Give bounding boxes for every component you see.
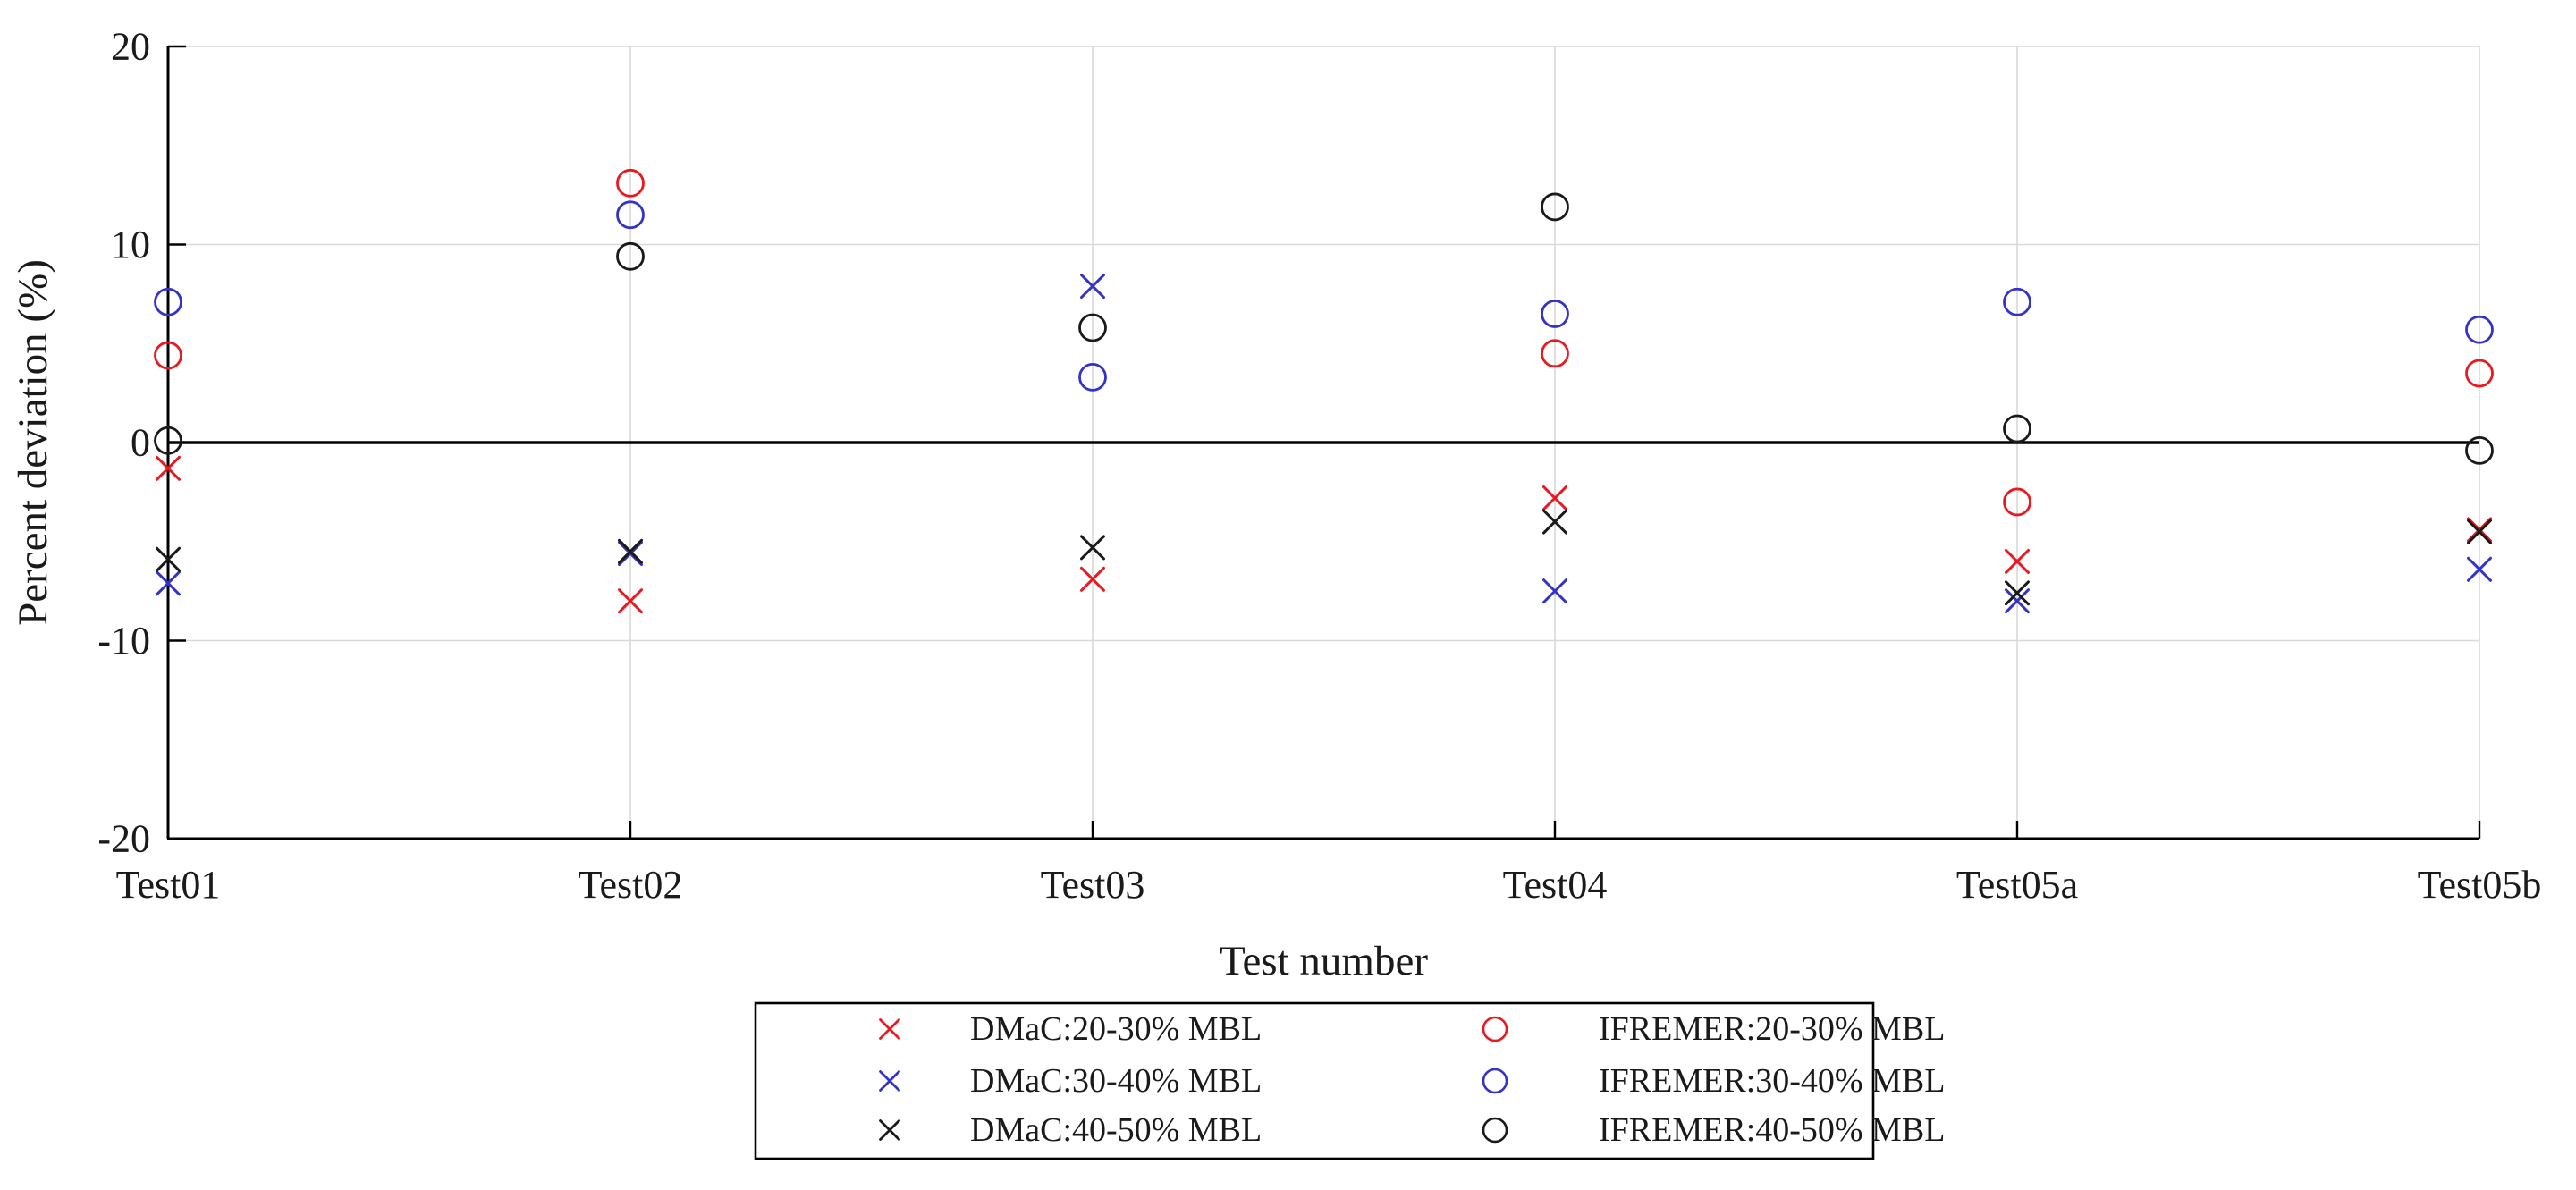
circle-marker bbox=[2465, 359, 2494, 388]
x-marker bbox=[1542, 578, 1567, 604]
x-marker bbox=[1080, 566, 1105, 592]
legend-entry: IFREMER:40-50% MBL bbox=[1482, 1111, 1945, 1149]
legend-circle-marker bbox=[1482, 1117, 1508, 1144]
circle-marker bbox=[616, 168, 645, 198]
x-tick-label: Test02 bbox=[579, 863, 683, 907]
x-marker bbox=[1542, 485, 1567, 511]
legend-entry: DMaC:30-40% MBL bbox=[879, 1062, 1262, 1100]
x-marker bbox=[2005, 588, 2030, 614]
legend-entry: DMaC:40-50% MBL bbox=[879, 1111, 1262, 1149]
circle-marker bbox=[154, 341, 182, 370]
legend-label: IFREMER:40-50% MBL bbox=[1599, 1111, 1945, 1149]
legend-label: IFREMER:20-30% MBL bbox=[1599, 1010, 1945, 1048]
y-tick-label: -10 bbox=[97, 619, 150, 663]
x-marker bbox=[1080, 535, 1105, 561]
x-marker bbox=[2467, 556, 2492, 582]
circle-marker bbox=[2465, 435, 2494, 465]
x-marker bbox=[2467, 519, 2492, 544]
x-tick-label: Test05a bbox=[1956, 863, 2078, 907]
circle-marker bbox=[616, 200, 645, 230]
circle-marker bbox=[154, 287, 182, 316]
y-tick-label: -20 bbox=[97, 817, 150, 861]
x-marker bbox=[618, 541, 643, 567]
circle-marker bbox=[1078, 313, 1107, 342]
legend-x-marker bbox=[879, 1070, 900, 1092]
legend: DMaC:20-30% MBL DMaC:30-40% MBL DMaC:40-50… bbox=[754, 1001, 1945, 1160]
legend-entry: IFREMER:30-40% MBL bbox=[1482, 1062, 1945, 1100]
x-tick-label: Test01 bbox=[116, 863, 221, 907]
circle-marker bbox=[1541, 339, 1569, 368]
x-marker bbox=[618, 588, 643, 614]
x-tick-label: Test03 bbox=[1041, 863, 1145, 907]
y-tick-label: 20 bbox=[111, 25, 150, 69]
series-dmac-20-30-mbl bbox=[156, 455, 2492, 614]
x-marker bbox=[156, 455, 181, 481]
x-tick-label: Test05b bbox=[2418, 863, 2542, 907]
circle-marker bbox=[1541, 300, 1569, 328]
x-axis-title: Test number bbox=[1220, 938, 1428, 984]
legend-label: IFREMER:30-40% MBL bbox=[1599, 1062, 1945, 1100]
x-marker bbox=[2467, 517, 2492, 543]
legend-box bbox=[754, 1001, 1875, 1160]
series-dmac-30-40-mbl bbox=[156, 274, 2492, 614]
circle-marker bbox=[616, 241, 645, 271]
x-marker bbox=[618, 538, 643, 564]
y-tick-label: 0 bbox=[131, 421, 150, 465]
legend-label: DMaC:30-40% MBL bbox=[970, 1062, 1262, 1100]
circle-marker bbox=[154, 426, 182, 455]
x-tick-label: Test04 bbox=[1503, 863, 1608, 907]
circle-marker bbox=[2003, 487, 2031, 517]
x-marker bbox=[156, 570, 181, 596]
legend-label: DMaC:40-50% MBL bbox=[970, 1111, 1262, 1149]
legend-entry: IFREMER:20-30% MBL bbox=[1482, 1010, 1945, 1048]
y-axis-title: Percent deviation (%) bbox=[10, 259, 56, 626]
circle-marker bbox=[2465, 315, 2494, 344]
y-tick-label: 10 bbox=[111, 223, 150, 266]
x-marker bbox=[1080, 274, 1105, 300]
legend-x-marker bbox=[879, 1119, 900, 1141]
series-ifremer-30-40-mbl bbox=[154, 200, 2494, 392]
circle-marker bbox=[2003, 414, 2031, 443]
series-dmac-40-50-mbl bbox=[156, 509, 2492, 606]
series-ifremer-20-30-mbl bbox=[154, 168, 2494, 517]
legend-circle-marker bbox=[1482, 1016, 1508, 1042]
circle-marker bbox=[1541, 192, 1569, 222]
circle-marker bbox=[1078, 363, 1107, 392]
series-ifremer-40-50-mbl bbox=[154, 192, 2494, 465]
legend-x-marker bbox=[879, 1018, 900, 1040]
x-marker bbox=[2005, 580, 2030, 606]
legend-entry: DMaC:20-30% MBL bbox=[879, 1010, 1262, 1048]
circle-marker bbox=[2003, 287, 2031, 316]
x-marker bbox=[1542, 509, 1567, 535]
x-marker bbox=[156, 546, 181, 572]
legend-circle-marker bbox=[1482, 1068, 1508, 1094]
x-marker bbox=[2005, 548, 2030, 574]
legend-label: DMaC:20-30% MBL bbox=[970, 1010, 1262, 1048]
